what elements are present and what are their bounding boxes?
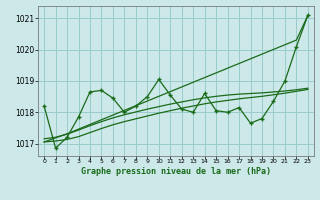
X-axis label: Graphe pression niveau de la mer (hPa): Graphe pression niveau de la mer (hPa) <box>81 167 271 176</box>
